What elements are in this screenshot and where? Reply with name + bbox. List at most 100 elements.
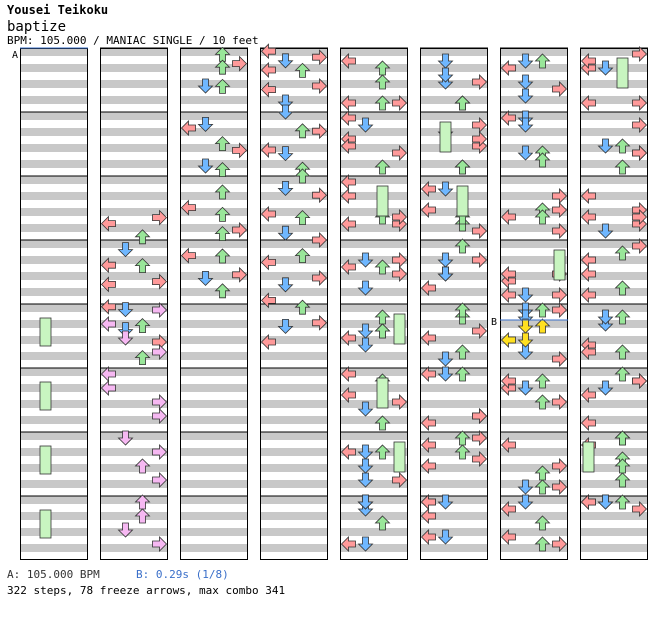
beat-stripe bbox=[340, 304, 408, 312]
left-arrow bbox=[580, 95, 596, 111]
right-arrow bbox=[552, 223, 568, 239]
down-arrow bbox=[357, 458, 374, 474]
beat-stripe bbox=[340, 64, 408, 72]
beat-stripe bbox=[420, 192, 488, 200]
beat-stripe bbox=[260, 192, 328, 200]
up-arrow bbox=[294, 62, 311, 78]
beat-stripe bbox=[580, 160, 648, 168]
beat-stripe bbox=[180, 480, 248, 488]
beat-stripe bbox=[100, 192, 168, 200]
beat-stripe bbox=[500, 64, 568, 72]
left-arrow bbox=[580, 415, 596, 431]
up-arrow bbox=[534, 373, 551, 389]
right-arrow bbox=[472, 451, 488, 467]
beat-stripe bbox=[420, 64, 488, 72]
pink-arrow bbox=[117, 330, 134, 346]
down-arrow bbox=[437, 181, 454, 197]
down-arrow bbox=[517, 53, 534, 69]
down-arrow bbox=[517, 494, 534, 510]
beat-stripe bbox=[20, 496, 88, 504]
beat-stripe bbox=[420, 256, 488, 264]
beat-stripe bbox=[500, 512, 568, 520]
beat-stripe bbox=[580, 336, 648, 344]
beat-stripe bbox=[260, 48, 328, 56]
up-arrow bbox=[214, 78, 231, 94]
up-arrow bbox=[214, 206, 231, 222]
up-arrow bbox=[454, 430, 471, 446]
right-arrow bbox=[552, 458, 568, 474]
beat-stripe bbox=[420, 400, 488, 408]
up-arrow bbox=[614, 309, 631, 325]
beat-stripe bbox=[340, 320, 408, 328]
beat-stripe bbox=[420, 272, 488, 280]
beat-stripe bbox=[20, 240, 88, 248]
beat-stripe bbox=[180, 80, 248, 88]
pink-arrow bbox=[152, 344, 168, 360]
pink-arrow bbox=[100, 316, 116, 332]
beat-stripe bbox=[420, 144, 488, 152]
beat-stripe bbox=[580, 208, 648, 216]
left-arrow bbox=[340, 536, 356, 552]
beat-stripe bbox=[100, 528, 168, 536]
up-arrow bbox=[294, 299, 311, 315]
section-markers: AB bbox=[12, 47, 568, 328]
right-arrow bbox=[632, 373, 648, 389]
beat-stripe bbox=[500, 96, 568, 104]
left-arrow bbox=[580, 266, 596, 282]
up-arrow bbox=[134, 350, 151, 366]
beat-stripe bbox=[340, 144, 408, 152]
freeze-arrow bbox=[376, 185, 389, 217]
beat-stripe bbox=[180, 176, 248, 184]
beat-stripe bbox=[100, 96, 168, 104]
beat-stripe bbox=[20, 176, 88, 184]
right-arrow bbox=[232, 266, 248, 283]
left-arrow bbox=[500, 287, 516, 303]
freeze-arrow bbox=[553, 249, 566, 281]
beat-stripe bbox=[340, 512, 408, 520]
up-arrow bbox=[454, 344, 471, 360]
beat-stripe bbox=[20, 48, 88, 56]
beat-stripe bbox=[20, 144, 88, 152]
up-arrow bbox=[134, 318, 151, 334]
beat-stripe bbox=[180, 64, 248, 72]
beat-stripe bbox=[180, 96, 248, 104]
up-arrow bbox=[614, 430, 631, 446]
right-arrow bbox=[472, 323, 488, 339]
beat-stripe bbox=[180, 112, 248, 120]
beat-stripe bbox=[20, 128, 88, 136]
up-arrow bbox=[614, 159, 631, 175]
up-arrow bbox=[614, 472, 631, 488]
down-arrow bbox=[597, 223, 614, 239]
beat-stripe bbox=[580, 512, 648, 520]
column-frame bbox=[100, 48, 168, 560]
beat-stripe bbox=[260, 336, 328, 344]
down-arrow bbox=[597, 60, 614, 76]
beat-stripe bbox=[500, 448, 568, 456]
beat-stripe bbox=[180, 144, 248, 152]
pink-arrow bbox=[134, 458, 151, 474]
freeze-arrow bbox=[39, 445, 52, 475]
right-arrow bbox=[312, 314, 328, 331]
left-arrow bbox=[580, 494, 596, 510]
left-arrow bbox=[260, 43, 276, 60]
left-arrow bbox=[260, 81, 276, 98]
beat-stripe bbox=[100, 464, 168, 472]
up-arrow bbox=[374, 95, 391, 111]
beat-stripe bbox=[180, 464, 248, 472]
beat-stripe bbox=[180, 320, 248, 328]
beat-stripe bbox=[580, 112, 648, 120]
beat-stripe bbox=[180, 128, 248, 136]
beat-stripe bbox=[20, 416, 88, 424]
pink-arrow bbox=[117, 430, 134, 446]
beat-stripe bbox=[420, 96, 488, 104]
left-arrow bbox=[260, 206, 276, 222]
beat-stripe bbox=[180, 496, 248, 504]
down-arrow bbox=[437, 53, 454, 69]
right-arrow bbox=[232, 222, 248, 238]
column-frame bbox=[260, 48, 328, 560]
beat-stripe bbox=[20, 272, 88, 280]
beat-stripe bbox=[500, 528, 568, 536]
up-arrow bbox=[454, 238, 471, 254]
column-frame bbox=[580, 48, 648, 560]
left-arrow bbox=[500, 529, 516, 545]
